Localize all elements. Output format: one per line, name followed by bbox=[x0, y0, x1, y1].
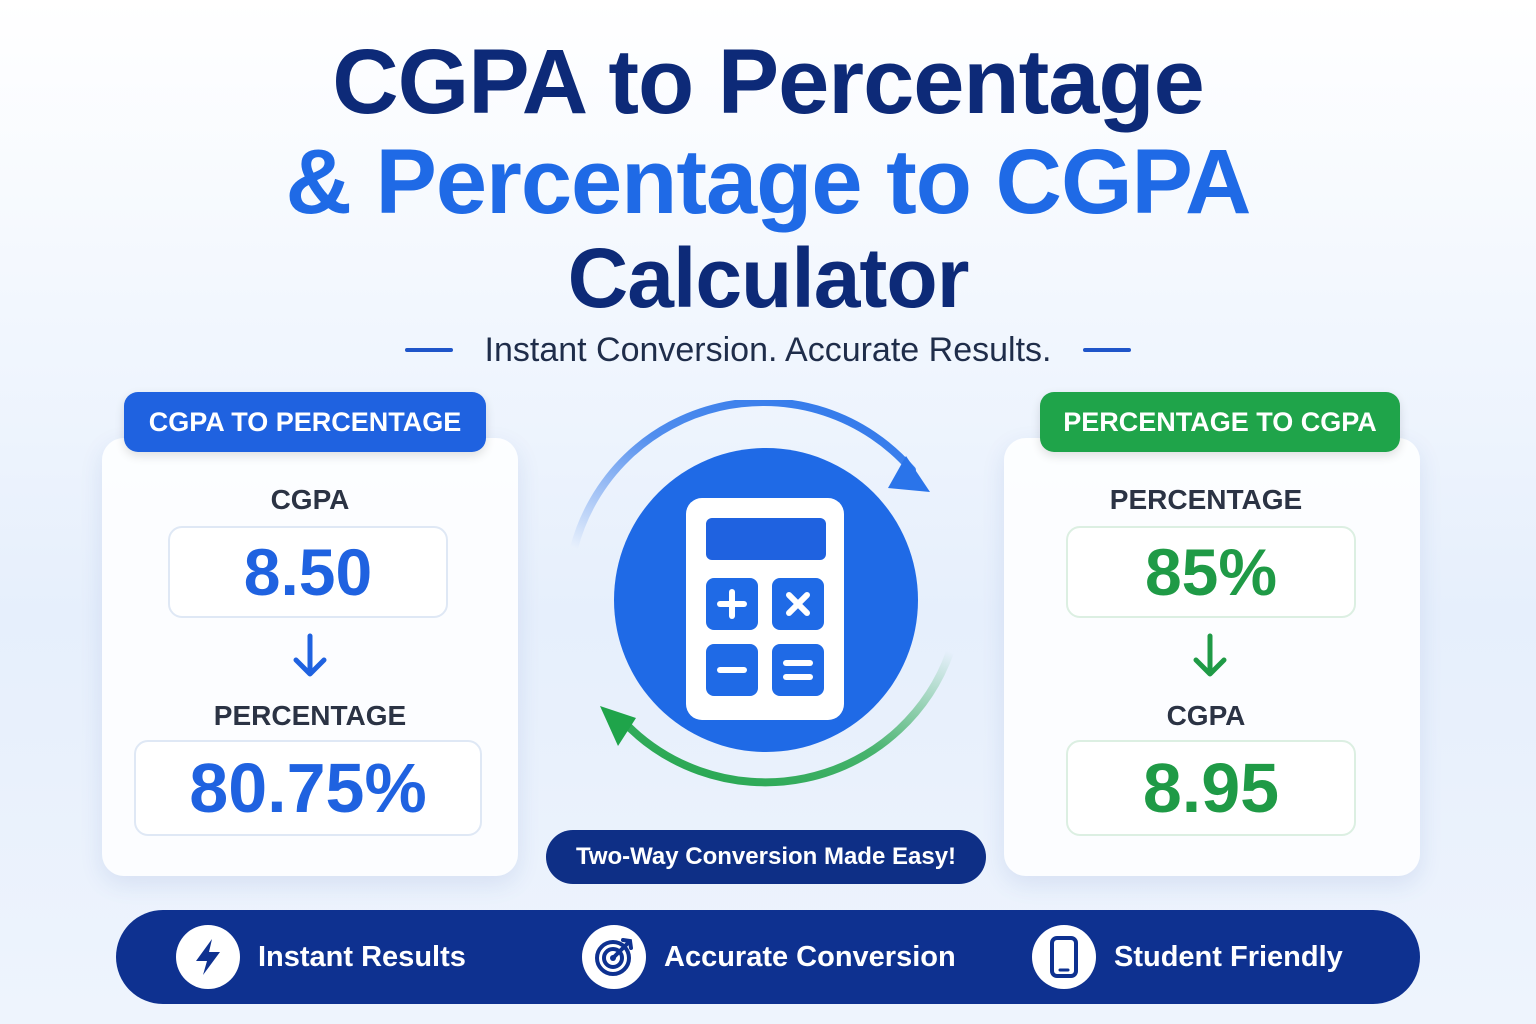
target-icon bbox=[582, 925, 646, 989]
title-line-2: & Percentage to CGPA bbox=[285, 131, 1252, 233]
calculator-icon bbox=[686, 498, 844, 720]
arc-arrowhead-blue bbox=[888, 456, 930, 492]
cgpa-to-percentage-tab[interactable]: CGPA TO PERCENTAGE bbox=[124, 392, 486, 452]
feature-instant-results: Instant Results bbox=[176, 910, 466, 1004]
percentage-to-cgpa-card: PERCENTAGE 85% CGPA 8.95 bbox=[1004, 438, 1420, 876]
cgpa-input-label: CGPA bbox=[270, 484, 350, 515]
arrow-down-icon bbox=[293, 633, 327, 677]
feature-bar: Instant Results Accurate Conversion bbox=[116, 910, 1420, 1004]
feature-label: Student Friendly bbox=[1114, 940, 1343, 973]
feature-label: Instant Results bbox=[258, 940, 466, 973]
cgpa-input-field[interactable]: 8.50 bbox=[168, 526, 448, 618]
arrow-down-icon bbox=[1193, 633, 1227, 677]
feature-label: Accurate Conversion bbox=[664, 940, 956, 973]
subtitle-row: Instant Conversion. Accurate Results. bbox=[0, 330, 1536, 370]
arc-arrow-blue bbox=[570, 400, 916, 552]
percentage-input-label: PERCENTAGE bbox=[1109, 484, 1303, 515]
cgpa-output-label: CGPA bbox=[1166, 700, 1246, 731]
feature-student-friendly: Student Friendly bbox=[1032, 910, 1343, 1004]
lightning-icon bbox=[176, 925, 240, 989]
cgpa-to-percentage-card: CGPA 8.50 PERCENTAGE 80.75% bbox=[102, 438, 518, 876]
subtitle-dash-right bbox=[1083, 348, 1132, 352]
percentage-output-label: PERCENTAGE bbox=[213, 700, 407, 731]
title-line-3: Calculator bbox=[567, 231, 970, 325]
two-way-conversion-pill: Two-Way Conversion Made Easy! bbox=[546, 830, 986, 884]
title-line-1: CGPA to Percentage bbox=[332, 31, 1205, 133]
subtitle: Instant Conversion. Accurate Results. bbox=[484, 330, 1052, 369]
cgpa-output-field: 8.95 bbox=[1066, 740, 1356, 836]
subtitle-dash-left bbox=[404, 348, 453, 352]
feature-accurate-conversion: Accurate Conversion bbox=[582, 910, 956, 1004]
mobile-phone-icon bbox=[1032, 925, 1096, 989]
percentage-output-field: 80.75% bbox=[134, 740, 482, 836]
percentage-to-cgpa-tab[interactable]: PERCENTAGE TO CGPA bbox=[1040, 392, 1400, 452]
arc-arrowhead-green bbox=[600, 706, 636, 746]
two-way-calculator-graphic bbox=[570, 400, 954, 787]
arc-arrow-green bbox=[618, 648, 954, 787]
percentage-input-field[interactable]: 85% bbox=[1066, 526, 1356, 618]
